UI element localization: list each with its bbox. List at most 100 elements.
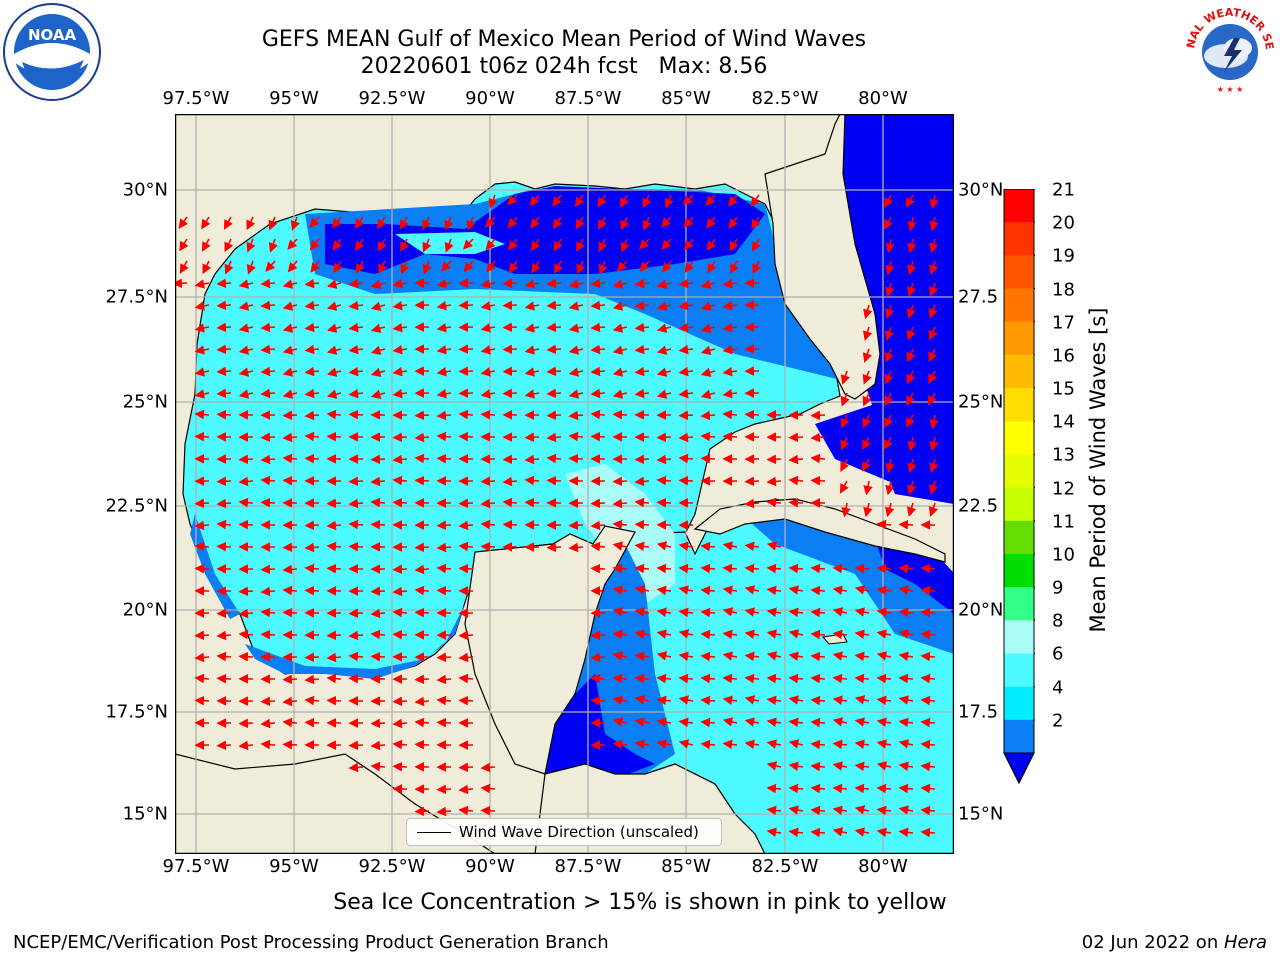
wind-arrow <box>458 388 474 398</box>
wind-arrow <box>656 345 672 355</box>
wind-arrow <box>466 216 476 231</box>
wind-arrow <box>590 520 606 531</box>
wind-arrow <box>766 717 782 727</box>
lon-tick-bottom: 90°W <box>465 856 515 877</box>
wind-arrow <box>700 607 716 618</box>
wind-arrow <box>463 238 474 250</box>
wind-arrow <box>907 458 917 474</box>
wind-arrow <box>620 216 630 231</box>
colorbar-tick-label: 20 <box>1052 212 1075 234</box>
lat-tick-right: 22.5 <box>958 495 999 517</box>
wind-arrow <box>326 563 342 574</box>
map-legend: Wind Wave Direction (unscaled) <box>406 818 722 846</box>
wind-arrow <box>722 673 738 684</box>
wind-arrow <box>326 630 342 641</box>
wind-arrow <box>766 761 782 771</box>
wind-arrow <box>480 541 496 552</box>
wind-arrow <box>706 216 716 229</box>
wind-arrow <box>862 370 872 385</box>
wind-arrow <box>436 453 452 464</box>
wind-arrow <box>458 520 474 531</box>
wind-arrow <box>524 279 540 289</box>
wind-arrow <box>744 717 760 727</box>
wind-arrow <box>590 541 606 552</box>
wind-arrow <box>854 717 870 727</box>
wind-arrow <box>377 238 387 252</box>
wind-arrow <box>546 278 562 289</box>
wind-arrow <box>265 260 276 272</box>
wind-arrow <box>194 630 210 641</box>
wind-arrow <box>370 761 386 772</box>
wind-arrow <box>832 827 848 837</box>
wind-arrow <box>590 366 606 377</box>
wind-arrow <box>568 345 584 355</box>
map-svg <box>174 113 955 855</box>
wind-arrow <box>854 783 870 794</box>
wind-arrow <box>502 366 518 377</box>
wind-arrow <box>546 453 562 464</box>
wind-arrow <box>524 323 540 333</box>
wind-arrow <box>766 629 782 639</box>
noaa-logo: NOAA <box>2 2 102 102</box>
wind-arrow <box>590 409 606 420</box>
wind-arrow <box>348 630 364 641</box>
wind-arrow <box>634 344 650 355</box>
wind-arrow <box>326 652 342 663</box>
wind-arrow <box>590 652 606 663</box>
wind-arrow <box>463 260 474 273</box>
wind-arrow <box>744 695 760 705</box>
wind-arrow <box>370 301 386 311</box>
wind-arrow <box>854 629 870 639</box>
wind-arrow <box>304 674 320 685</box>
wind-arrow <box>574 194 585 208</box>
wind-arrow <box>590 388 606 399</box>
wind-arrow <box>282 279 298 289</box>
wind-arrow <box>414 717 430 728</box>
wind-arrow <box>414 806 430 817</box>
wind-arrow <box>392 432 408 443</box>
footer-host: Hera <box>1223 932 1267 953</box>
wind-arrow <box>194 367 210 377</box>
wind-arrow <box>260 564 276 575</box>
wind-arrow <box>502 454 518 465</box>
wind-arrow <box>788 629 804 639</box>
wind-arrow <box>638 238 650 250</box>
wind-arrow <box>282 301 298 311</box>
wind-arrow <box>788 475 804 486</box>
wind-arrow <box>700 410 716 421</box>
wind-arrow <box>378 260 388 275</box>
colorbar-extend-arrow <box>1003 752 1035 785</box>
wind-arrow <box>194 301 210 311</box>
wind-arrow <box>612 301 628 311</box>
wind-arrow <box>458 431 474 442</box>
wind-arrow <box>642 194 652 209</box>
colorbar-segment <box>1004 587 1034 621</box>
wind-arrow <box>876 563 892 574</box>
wind-arrow <box>590 431 606 442</box>
wind-arrow <box>906 282 917 297</box>
wind-arrow <box>260 739 276 750</box>
wind-arrow <box>175 278 188 289</box>
wind-arrow <box>928 304 938 319</box>
wind-arrow <box>260 586 276 597</box>
wind-arrow <box>920 739 936 750</box>
wind-arrow <box>194 695 210 706</box>
wind-arrow <box>906 326 916 341</box>
wind-arrow <box>546 322 562 333</box>
wind-arrow <box>486 260 496 273</box>
wind-arrow <box>920 651 936 662</box>
wind-arrow <box>898 827 914 838</box>
wind-arrow <box>678 563 694 574</box>
wind-arrow <box>268 216 278 231</box>
wind-arrow <box>355 260 365 274</box>
wind-arrow <box>634 585 650 595</box>
wind-arrow <box>530 216 540 229</box>
wind-arrow <box>612 476 628 487</box>
wind-arrow <box>612 673 628 684</box>
wind-arrow <box>414 432 430 443</box>
wind-arrow <box>224 260 234 275</box>
wind-arrow <box>612 585 628 595</box>
wind-arrow <box>304 322 320 333</box>
wind-arrow <box>854 761 870 772</box>
wind-arrow <box>326 345 342 355</box>
